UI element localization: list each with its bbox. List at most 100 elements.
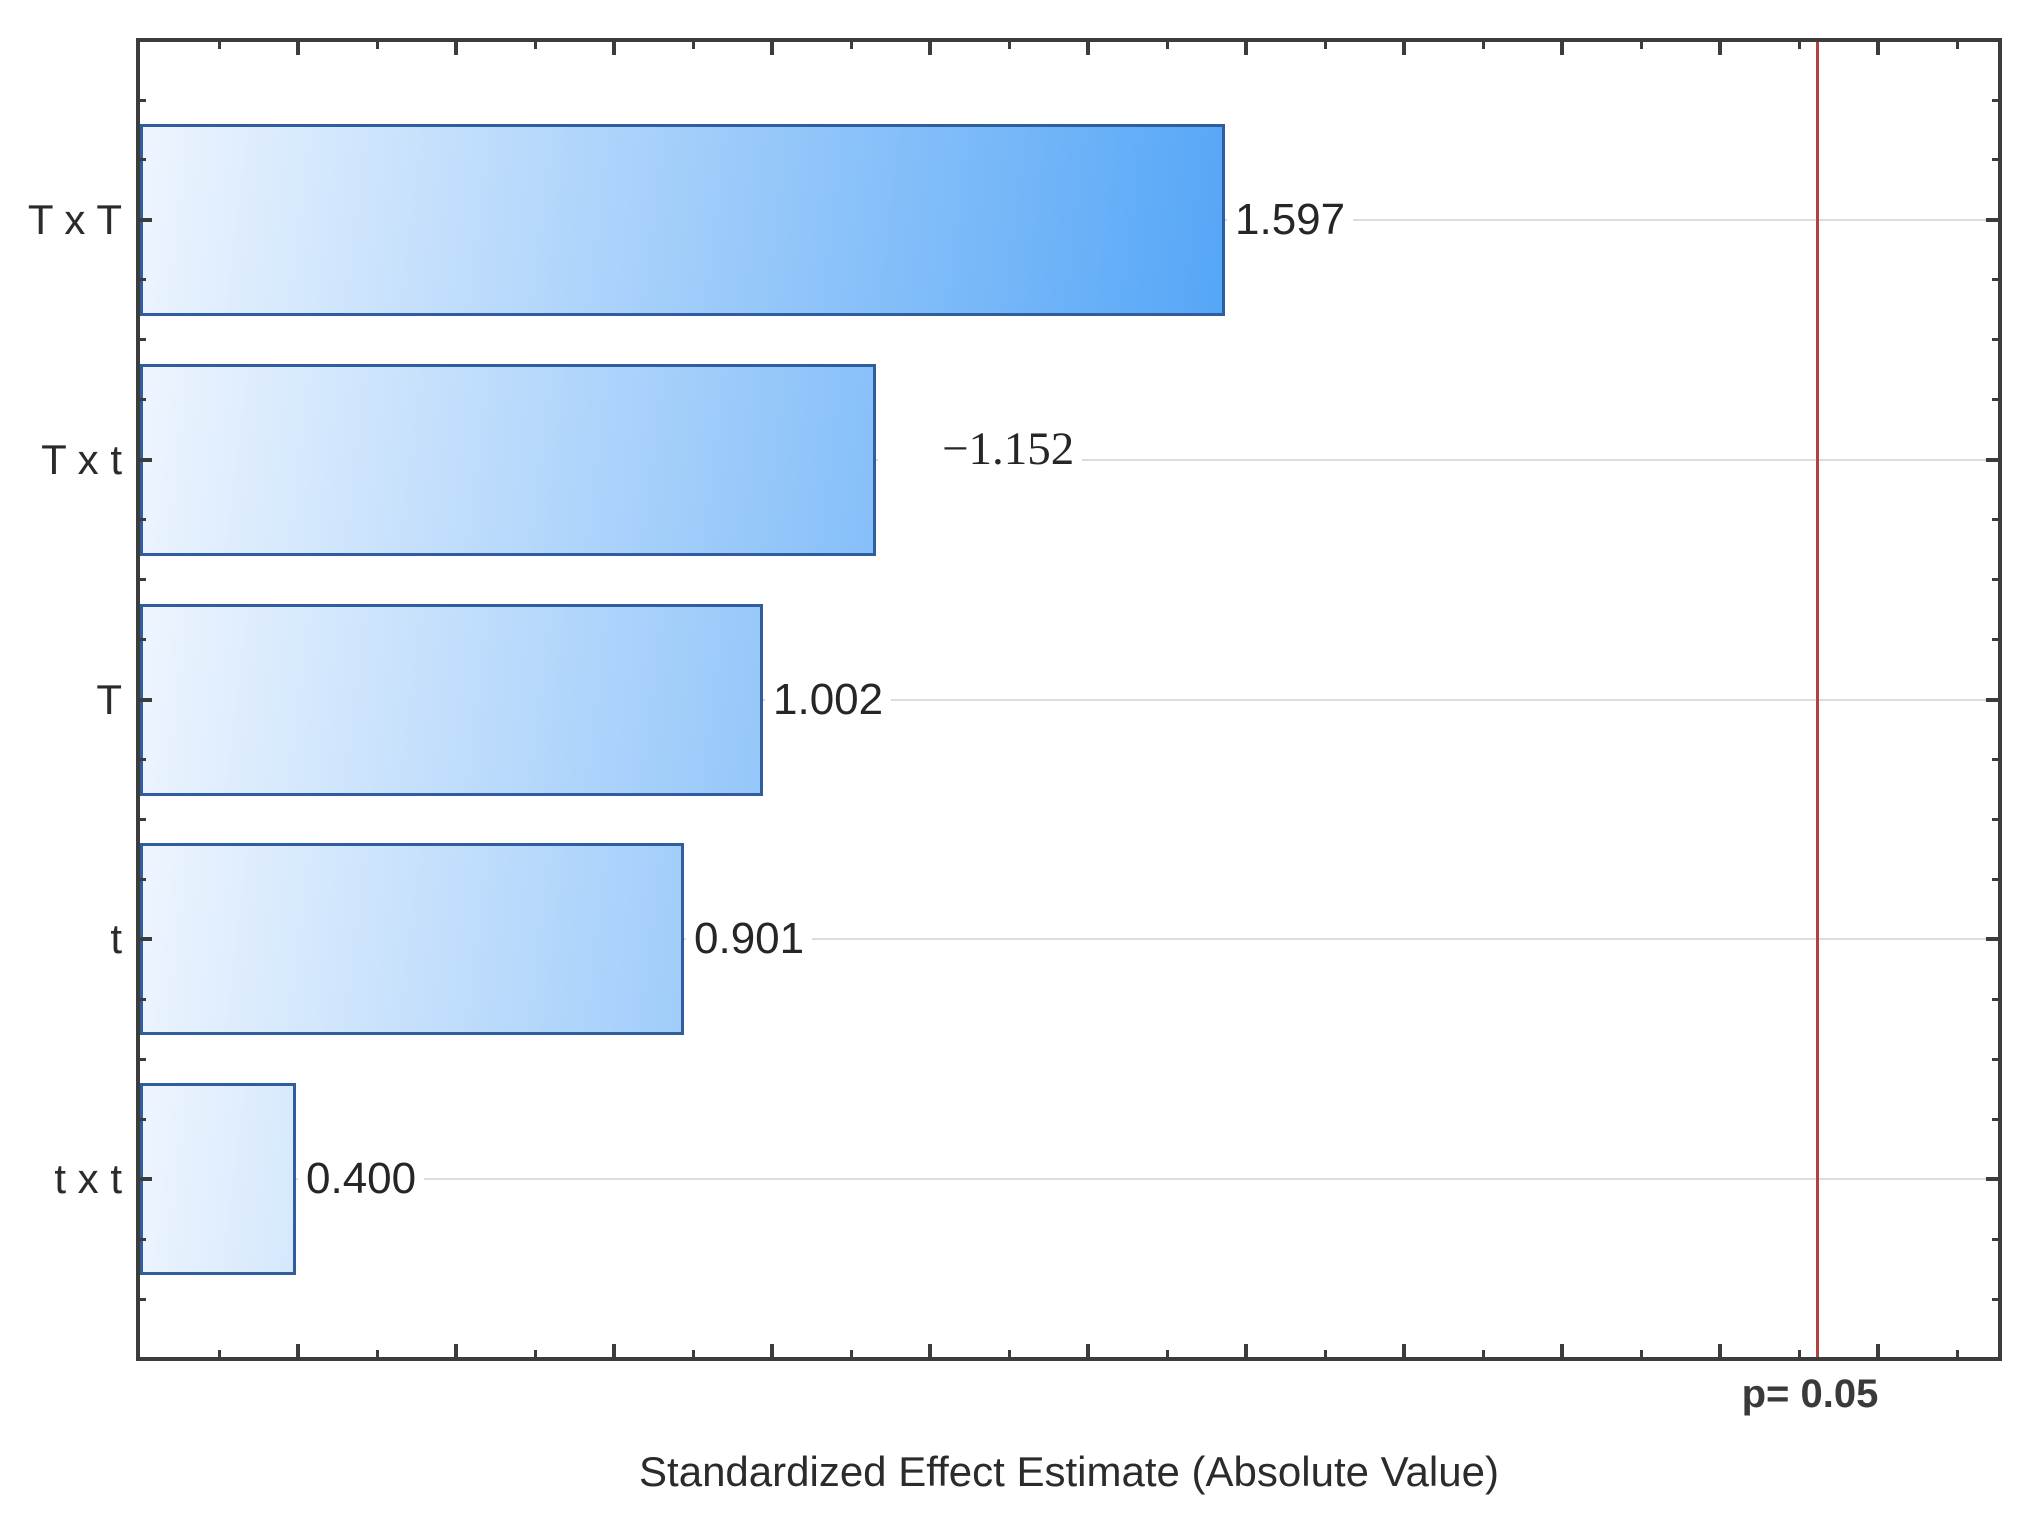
y-axis-tick-left	[140, 997, 146, 1001]
y-axis-tick-right	[1992, 817, 1998, 821]
x-axis-tick-top	[1007, 42, 1011, 49]
y-axis-tick-right	[1986, 1177, 1998, 1182]
y-axis-tick-left	[140, 1237, 146, 1241]
bar-t	[140, 843, 684, 1036]
y-axis-tick-right	[1992, 338, 1998, 342]
bar-txt	[140, 1083, 296, 1276]
y-axis-tick-left	[140, 1297, 146, 1301]
x-axis-tick-bottom	[770, 1344, 774, 1357]
x-axis-tick-top	[217, 42, 221, 49]
y-axis-tick-left	[140, 817, 146, 821]
x-axis-tick-bottom	[1955, 1350, 1959, 1357]
category-label: T x T	[27, 195, 122, 243]
x-axis-tick-bottom	[533, 1350, 537, 1357]
x-axis-tick-bottom	[1481, 1350, 1485, 1357]
significance-reference-line	[1816, 42, 1819, 1357]
gridline	[140, 1178, 1998, 1181]
y-axis-tick-right	[1992, 1057, 1998, 1061]
y-axis-tick-left	[140, 638, 146, 642]
x-axis-tick-top	[296, 42, 300, 55]
bar-value-label: 0.400	[298, 1153, 425, 1206]
y-axis-tick-right	[1992, 1237, 1998, 1241]
y-axis-tick-left	[140, 1117, 146, 1121]
x-axis-tick-top	[1639, 42, 1643, 49]
y-axis-tick-right	[1992, 757, 1998, 761]
y-axis-tick-left	[140, 1057, 146, 1061]
x-axis-tick-top	[1086, 42, 1090, 55]
y-axis-tick-left	[140, 1177, 152, 1182]
x-axis-tick-top	[1560, 42, 1564, 55]
y-axis-tick-left	[140, 217, 152, 222]
gridline	[140, 938, 1998, 941]
y-axis-tick-right	[1992, 578, 1998, 582]
y-axis-tick-left	[140, 338, 146, 342]
y-axis-tick-left	[140, 158, 146, 162]
bar-value-label: 1.002	[765, 673, 892, 726]
y-axis-tick-left	[140, 98, 146, 102]
category-label: T x t	[41, 435, 122, 483]
x-axis-tick-top	[770, 42, 774, 55]
x-axis-tick-top	[1481, 42, 1485, 49]
y-axis-tick-right	[1992, 158, 1998, 162]
x-axis-tick-bottom	[1244, 1344, 1248, 1357]
bar-value-label: −1.152	[878, 422, 1083, 475]
y-axis-tick-right	[1992, 877, 1998, 881]
x-axis-tick-top	[375, 42, 379, 49]
x-axis-tick-top	[691, 42, 695, 49]
plot-area: 1.597 −1.152 1.002 0.901 0.400	[136, 38, 2002, 1361]
y-axis-tick-right	[1986, 217, 1998, 222]
x-axis-tick-bottom	[375, 1350, 379, 1357]
y-axis-tick-right	[1992, 1297, 1998, 1301]
bar-value-label: 1.597	[1227, 193, 1354, 246]
y-axis-tick-left	[140, 518, 146, 522]
category-label: t	[110, 915, 122, 963]
y-axis-tick-right	[1992, 98, 1998, 102]
x-axis-tick-bottom	[1323, 1350, 1327, 1357]
y-axis-tick-right	[1992, 997, 1998, 1001]
y-axis-tick-left	[140, 578, 146, 582]
x-axis-tick-bottom	[1007, 1350, 1011, 1357]
bar-Txt	[140, 363, 876, 556]
y-axis-tick-right	[1986, 697, 1998, 702]
y-axis-tick-right	[1992, 518, 1998, 522]
x-axis-tick-bottom	[217, 1350, 221, 1357]
x-axis-tick-bottom	[1718, 1344, 1722, 1357]
x-axis-tick-bottom	[1639, 1350, 1643, 1357]
bar-TxT	[140, 123, 1225, 316]
x-axis-tick-bottom	[1165, 1350, 1169, 1357]
y-axis-tick-left	[140, 757, 146, 761]
y-axis-tick-left	[140, 398, 146, 402]
bar-T	[140, 603, 763, 796]
y-axis-tick-right	[1986, 457, 1998, 462]
x-axis-tick-top	[1402, 42, 1406, 55]
x-axis-tick-top	[928, 42, 932, 55]
x-axis-tick-bottom	[454, 1344, 458, 1357]
y-axis-tick-left	[140, 457, 152, 462]
x-axis-tick-top	[1244, 42, 1248, 55]
x-axis-tick-top	[533, 42, 537, 49]
x-axis-tick-top	[1955, 42, 1959, 49]
y-axis-tick-left	[140, 278, 146, 282]
y-axis-tick-left	[140, 937, 152, 942]
x-axis-tick-bottom	[1797, 1350, 1801, 1357]
y-axis-tick-right	[1992, 278, 1998, 282]
y-axis-tick-right	[1986, 937, 1998, 942]
y-axis-tick-right	[1992, 638, 1998, 642]
x-axis-tick-top	[1718, 42, 1722, 55]
gridline	[140, 698, 1998, 701]
x-axis-tick-bottom	[849, 1350, 853, 1357]
y-axis-tick-left	[140, 697, 152, 702]
x-axis-tick-bottom	[1876, 1344, 1880, 1357]
x-axis-tick-bottom	[691, 1350, 695, 1357]
x-axis-tick-top	[612, 42, 616, 55]
x-axis-tick-bottom	[1086, 1344, 1090, 1357]
y-axis-tick-left	[140, 877, 146, 881]
x-axis-tick-top	[454, 42, 458, 55]
p-value-threshold-label: p= 0.05	[1741, 1372, 1879, 1416]
x-axis-tick-bottom	[612, 1344, 616, 1357]
x-axis-tick-top	[1797, 42, 1801, 49]
x-axis-tick-top	[1876, 42, 1880, 55]
x-axis-tick-top	[849, 42, 853, 49]
category-label: T	[96, 675, 122, 723]
